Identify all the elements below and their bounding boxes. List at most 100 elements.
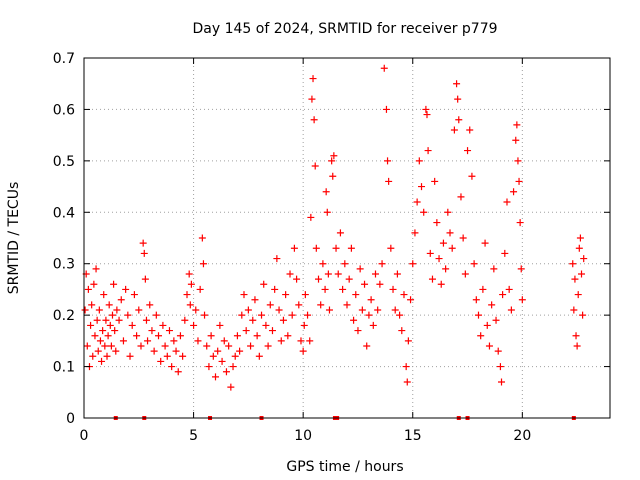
data-point (124, 311, 132, 319)
y-tick-label: 0.6 (53, 102, 75, 118)
x-tick-label: 20 (513, 428, 531, 444)
data-point (183, 291, 191, 299)
data-point (186, 301, 194, 309)
data-point (387, 244, 395, 252)
data-point (225, 342, 233, 350)
data-point (187, 280, 195, 288)
data-point (570, 306, 578, 314)
data-point (94, 347, 102, 355)
data-point (330, 152, 338, 160)
data-point (181, 316, 189, 324)
data-point (140, 249, 148, 257)
data-point (93, 316, 101, 324)
data-point (307, 213, 315, 221)
data-point (356, 265, 364, 273)
data-point (496, 363, 504, 371)
x-tick-label: 5 (189, 428, 198, 444)
data-point (494, 347, 502, 355)
data-point (466, 126, 474, 134)
plot-frame (83, 57, 611, 419)
data-point (253, 332, 261, 340)
data-point (240, 291, 248, 299)
data-point (329, 172, 337, 180)
data-point (517, 265, 525, 273)
data-point (310, 116, 318, 124)
data-point (247, 342, 255, 350)
data-point (117, 296, 125, 304)
data-point (485, 342, 493, 350)
data-point (258, 311, 266, 319)
data-point (105, 301, 113, 309)
data-point (174, 368, 182, 376)
data-point (361, 280, 369, 288)
data-point (111, 327, 119, 335)
axis-ticks: 0 0.1 0.2 0.3 0.4 0.5 0.6 0.7 0 5 10 15 20 (53, 51, 610, 444)
data-point (409, 260, 417, 268)
data-point (113, 306, 121, 314)
data-point (367, 296, 375, 304)
data-point (172, 347, 180, 355)
y-tick-label: 0.7 (53, 51, 75, 67)
data-point (579, 311, 587, 319)
data-point (403, 378, 411, 386)
data-point (450, 126, 458, 134)
data-point (168, 363, 176, 371)
data-point (209, 352, 217, 360)
data-point (323, 208, 331, 216)
data-point (311, 162, 319, 170)
data-point (238, 311, 246, 319)
data-point (488, 301, 496, 309)
data-point (453, 80, 461, 88)
data-point (165, 327, 173, 335)
data-point (404, 337, 412, 345)
data-point (233, 332, 241, 340)
data-point (569, 260, 577, 268)
data-point (422, 105, 430, 113)
data-point (242, 327, 250, 335)
data-point (407, 296, 415, 304)
data-point (454, 95, 462, 103)
data-point (286, 270, 294, 278)
data-point (439, 239, 447, 247)
data-point (282, 291, 290, 299)
data-point (176, 332, 184, 340)
data-point (420, 208, 428, 216)
data-point (107, 342, 115, 350)
data-point (435, 255, 443, 263)
data-point (115, 316, 123, 324)
data-point (101, 342, 109, 350)
data-point (426, 249, 434, 257)
data-point (468, 172, 476, 180)
data-point (343, 301, 351, 309)
data-point (157, 357, 165, 365)
data-point (481, 239, 489, 247)
x-axis-title: GPS time / hours (286, 459, 403, 475)
data-point (142, 316, 150, 324)
data-point (227, 383, 235, 391)
data-point (220, 337, 228, 345)
data-point (268, 327, 276, 335)
data-point (322, 188, 330, 196)
data-point (110, 280, 118, 288)
data-point (271, 285, 279, 293)
data-point (81, 306, 89, 314)
data-point (108, 311, 116, 319)
data-point (89, 352, 97, 360)
data-point (572, 332, 580, 340)
data-point (423, 111, 431, 119)
data-point (275, 306, 283, 314)
data-point (161, 342, 169, 350)
data-point (299, 347, 307, 355)
data-point (510, 188, 518, 196)
data-point (477, 332, 485, 340)
data-point (442, 265, 450, 273)
data-point (578, 270, 586, 278)
data-point (139, 239, 147, 247)
data-point (148, 327, 156, 335)
data-point (505, 285, 513, 293)
data-point (236, 347, 244, 355)
data-point (306, 337, 314, 345)
data-point (170, 337, 178, 345)
data-point (391, 306, 399, 314)
data-point (341, 260, 349, 268)
